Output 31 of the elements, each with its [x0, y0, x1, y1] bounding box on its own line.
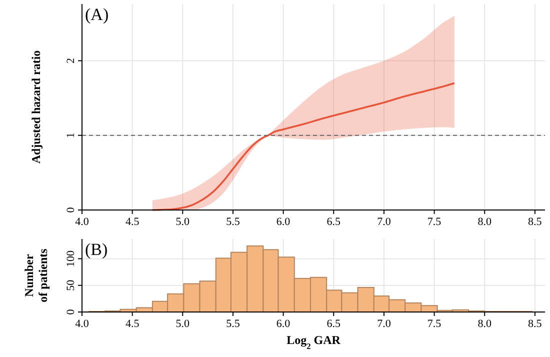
x-tick-label: 5.0 [176, 216, 190, 228]
y-tick-label: 2 [65, 58, 77, 64]
y-axis-title: Adjusted hazard ratio [29, 50, 43, 164]
x-tick-label: 4.0 [75, 216, 90, 228]
x-tick-label: 6.5 [326, 216, 342, 228]
chart-title: (B) [85, 240, 108, 259]
x-tick-label: 7.5 [427, 216, 442, 228]
x-axis-title: Log$_{2}$ GAR [286, 333, 341, 350]
x-tick-label: 6.0 [276, 318, 291, 330]
x-tick-label: 8.5 [528, 318, 542, 330]
x-tick-label: 7.0 [377, 318, 392, 330]
x-tick-label: 4.5 [125, 216, 140, 228]
x-tick-label: 7.5 [427, 318, 442, 330]
x-tick-label: 4.0 [75, 318, 90, 330]
x-tick-label: 5.0 [176, 318, 190, 330]
x-tick-label: 8.0 [478, 216, 492, 228]
y-tick-label: 50 [65, 279, 77, 291]
x-tick-label: 5.5 [226, 216, 240, 228]
x-tick-label: 8.5 [528, 216, 542, 228]
y-tick-label: 100 [65, 250, 77, 267]
x-tick-label: 5.5 [226, 318, 240, 330]
y-tick-label: 0 [65, 206, 77, 213]
x-tick-label: 7.0 [377, 216, 392, 228]
x-tick-label: 6.0 [276, 216, 291, 228]
x-tick-label: 8.0 [478, 318, 492, 330]
x-tick-label: 4.5 [125, 318, 140, 330]
chart-title: (A) [85, 5, 109, 24]
y-tick-label: 0 [65, 308, 77, 315]
y-axis-title: Number of patients [22, 248, 50, 302]
y-tick-label: 1 [65, 132, 77, 138]
x-tick-label: 6.5 [326, 318, 342, 330]
